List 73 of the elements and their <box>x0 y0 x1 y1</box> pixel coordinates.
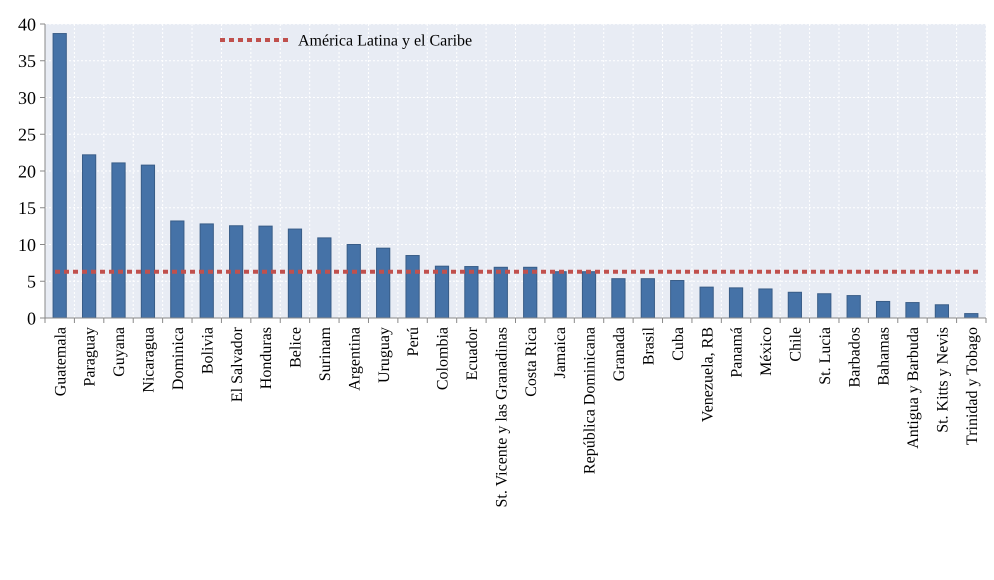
bar <box>405 255 420 318</box>
bar <box>52 33 67 318</box>
bar <box>552 271 567 318</box>
bar <box>288 228 302 318</box>
x-tick-label: Bolivia <box>199 327 216 374</box>
x-tick-label: St. Lucia <box>816 327 834 385</box>
x-tick-label: Uruguay <box>376 327 393 383</box>
bar <box>229 225 244 318</box>
x-tick-label: Nicaragua <box>140 327 158 393</box>
bar <box>846 295 861 318</box>
legend-label: América Latina y el Caribe <box>298 32 472 50</box>
y-tick-label: 15 <box>18 198 36 218</box>
bar <box>758 288 773 318</box>
bar <box>728 287 744 318</box>
bar <box>317 237 332 318</box>
y-tick-label: 30 <box>18 88 36 108</box>
bar <box>582 271 596 318</box>
x-tick-label: Honduras <box>258 327 276 390</box>
x-tick-label: Antigua y Barbuda <box>905 327 922 449</box>
x-tick-label: México <box>758 327 776 376</box>
x-tick-label: Cuba <box>670 327 687 361</box>
bar <box>111 162 126 318</box>
bar <box>934 304 950 318</box>
y-tick-label: 20 <box>18 161 36 182</box>
x-tick-label: Brasil <box>640 326 658 366</box>
x-tick-label: Guyana <box>111 327 128 377</box>
bar <box>376 248 390 318</box>
bar <box>905 302 920 318</box>
y-tick-label: 0 <box>27 308 36 328</box>
x-tick-label: Argentina <box>346 327 364 391</box>
bar <box>523 266 538 318</box>
x-tick-label: Perú <box>405 327 422 356</box>
bar <box>700 286 714 318</box>
y-tick-label: 40 <box>18 14 36 34</box>
x-tick-label: República Dominicana <box>582 327 599 474</box>
y-tick-label: 35 <box>18 51 36 72</box>
bar <box>170 220 184 318</box>
x-tick-label: Barbados <box>846 327 864 388</box>
bar <box>140 164 156 318</box>
bar <box>346 244 361 318</box>
x-tick-label: Dominica <box>170 327 187 390</box>
y-tick-label: 5 <box>27 272 36 292</box>
bar <box>464 266 479 318</box>
x-tick-label: Paraguay <box>82 327 99 387</box>
bar <box>494 266 508 318</box>
x-tick-label: Jamaica <box>552 327 570 379</box>
bar <box>670 280 684 318</box>
x-tick-label: Surinam <box>316 326 334 382</box>
bar <box>82 154 96 318</box>
bar <box>817 293 832 318</box>
y-tick-label: 10 <box>18 234 36 255</box>
y-tick-label: 25 <box>18 124 36 145</box>
bar <box>611 278 626 318</box>
x-tick-label: Trinidad y Tobago <box>964 327 981 445</box>
bar <box>876 300 890 318</box>
x-tick-label: Ecuador <box>464 326 481 380</box>
x-tick-label: Chile <box>787 327 804 362</box>
bar <box>258 226 273 318</box>
x-tick-label: Bahamas <box>876 327 893 386</box>
x-tick-label: St. Kitts y Nevis <box>934 327 952 433</box>
x-tick-label: Colombia <box>434 327 452 390</box>
x-tick-label: Guatemala <box>52 327 70 396</box>
x-tick-label: Venezuela, RB <box>699 327 716 422</box>
x-tick-label: Granada <box>611 327 628 382</box>
x-tick-label: St. Vicente y las Granadinas <box>493 327 510 508</box>
x-tick-label: El Salvador <box>228 326 246 402</box>
x-tick-label: Belice <box>288 327 305 368</box>
x-tick-label: Costa Rica <box>522 327 540 397</box>
bar <box>200 223 214 318</box>
bar <box>788 292 802 318</box>
bar <box>434 266 450 318</box>
x-tick-label: Panamá <box>728 327 746 378</box>
bar <box>640 278 655 318</box>
